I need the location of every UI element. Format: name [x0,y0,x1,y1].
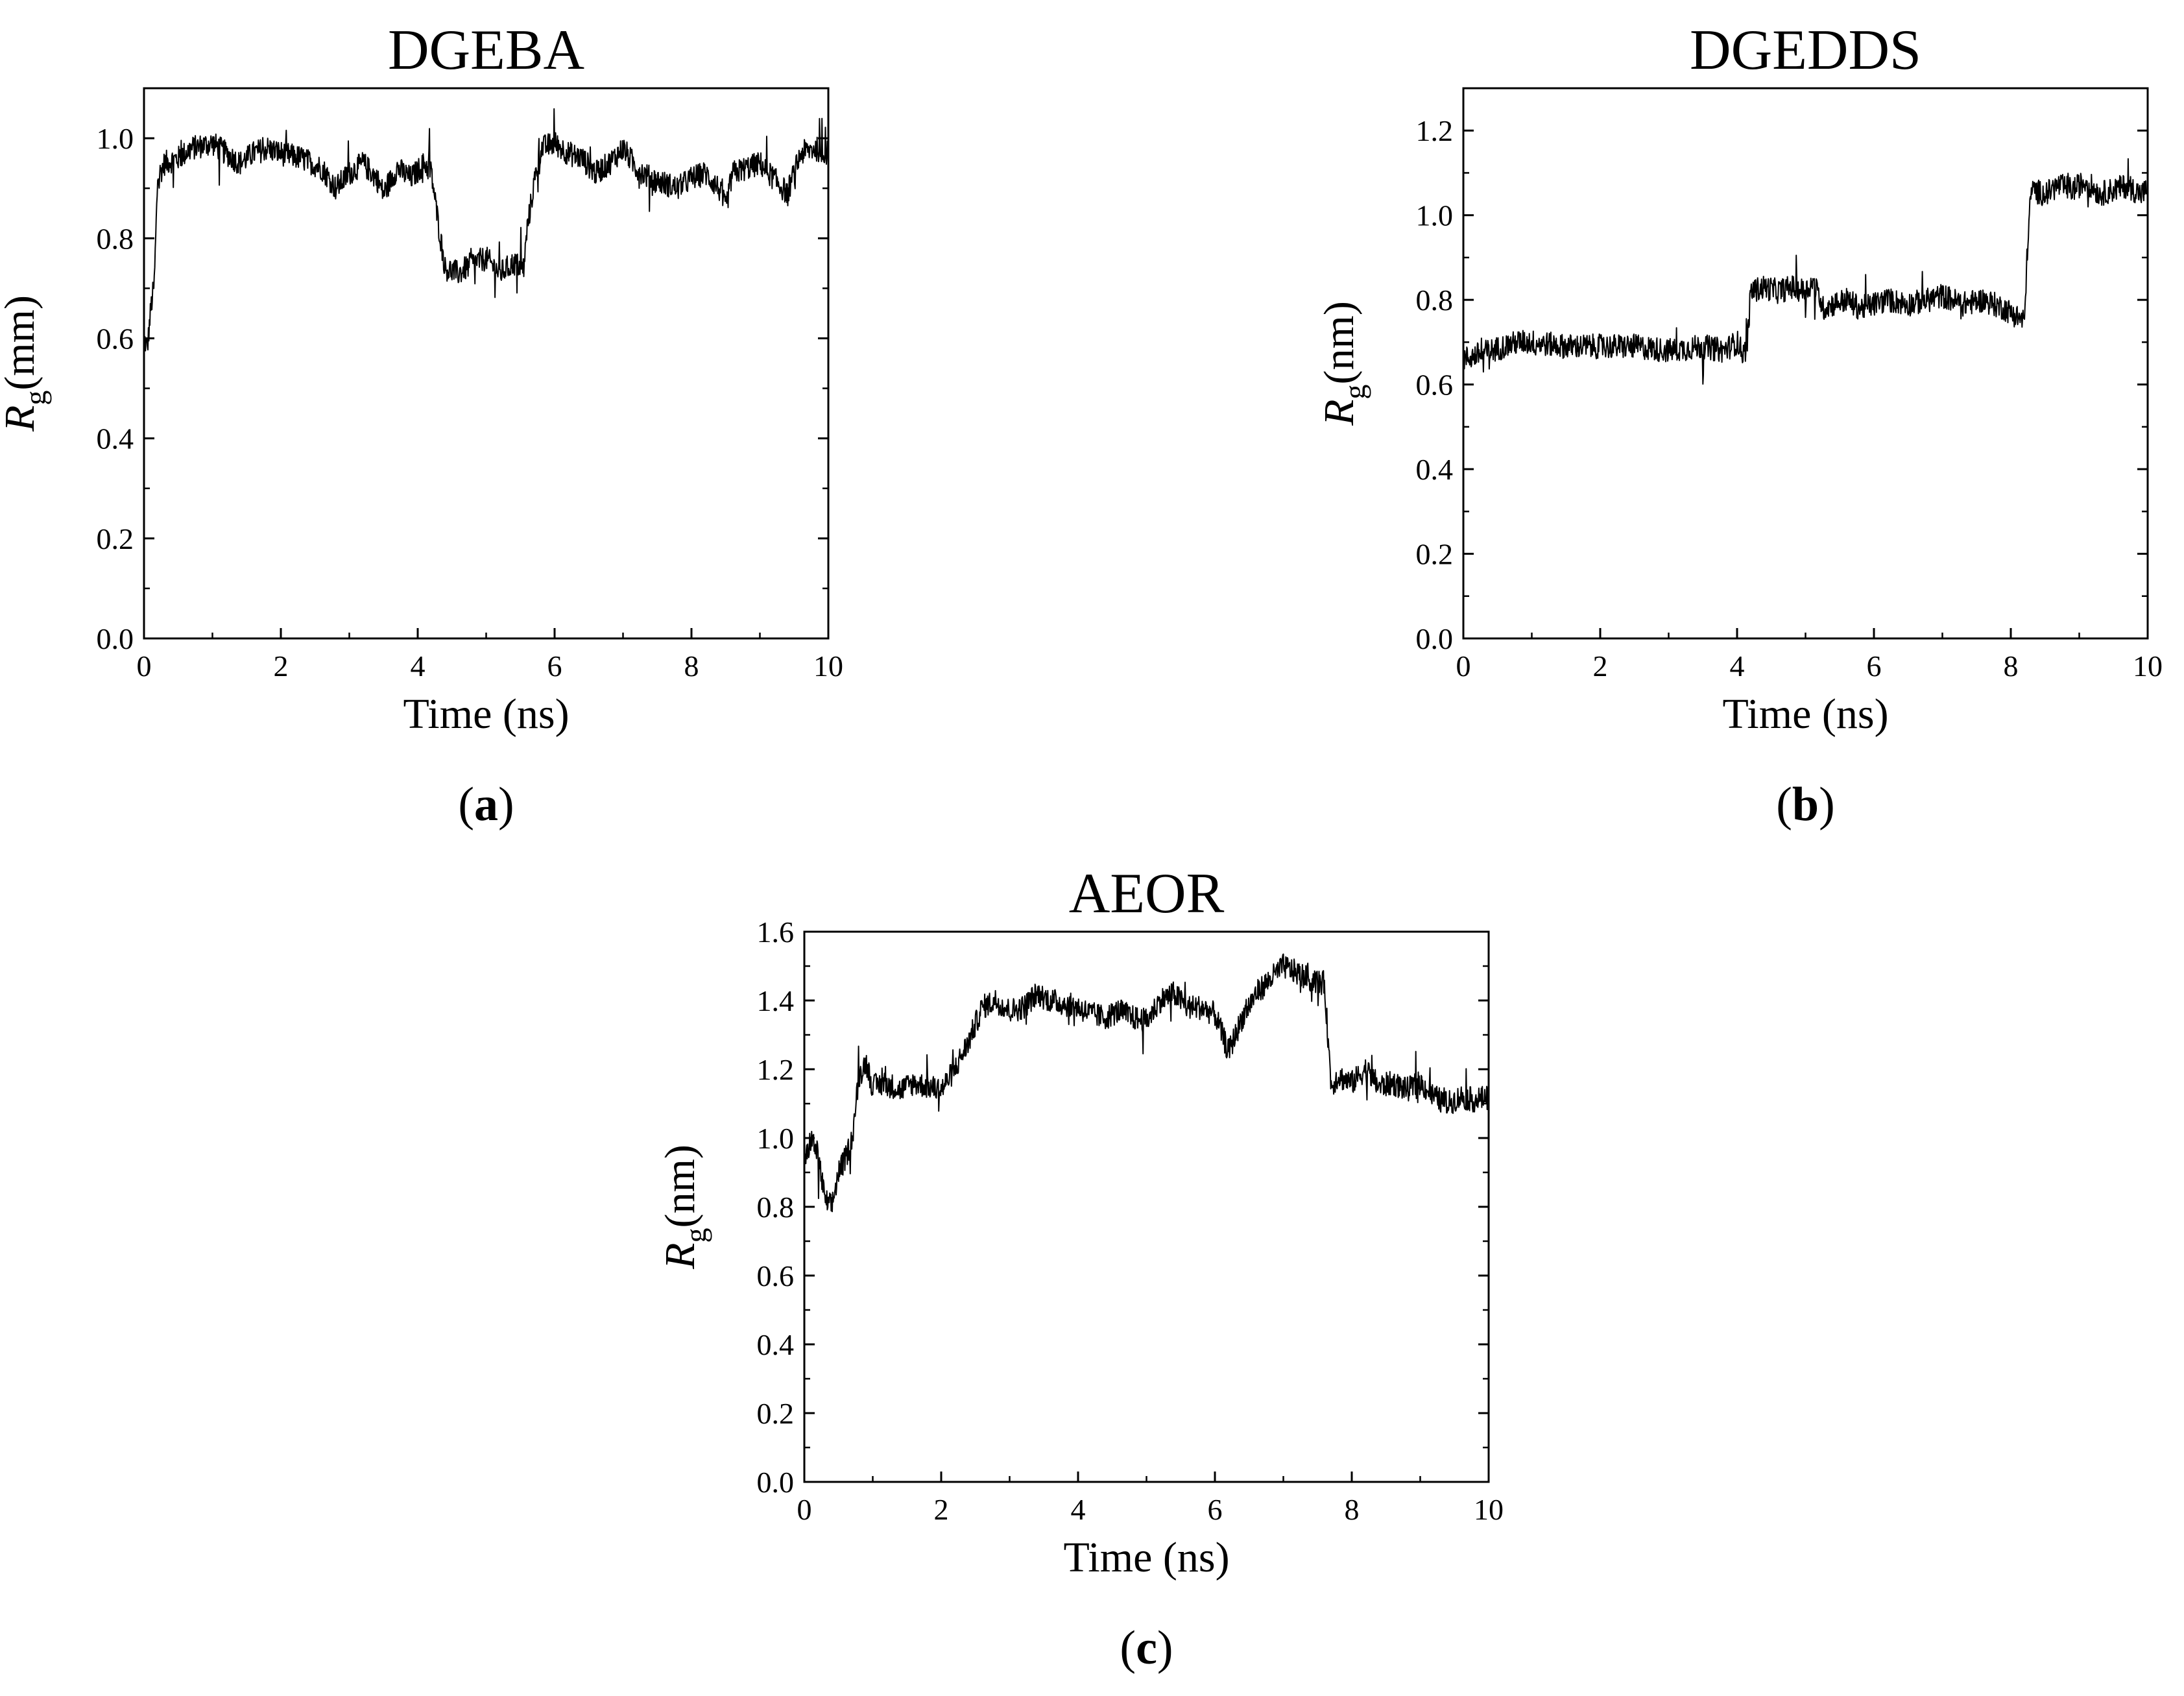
panel-label-open: ( [1120,1621,1136,1675]
x-tick-label: 6 [1208,1493,1223,1526]
x-axis-label: Time (ns) [403,690,569,738]
x-axis-label: Time (ns) [1722,690,1888,738]
y-tick-label: 0.6 [1416,369,1454,402]
y-tick-label: 0.4 [97,422,134,455]
chart-panel-b: DGEDDS 0 2 4 6 8 10 0.0 0.2 0.4 0.6 0.8 1.0 1.2 Time (… [1315,19,2163,831]
panel-label: (a) [458,778,514,831]
y-axis-symbol: R [656,1242,704,1269]
y-tick-label: 1.2 [1416,114,1454,147]
y-axis-symbol: R [0,406,43,432]
x-tick-label: 2 [274,649,289,683]
chart-title: DGEBA [388,19,584,82]
x-tick-label: 0 [137,649,152,683]
y-tick-label: 0.6 [97,322,134,355]
chart-panel-c: AEOR 0 2 4 6 8 10 0.0 0.2 0.4 0.6 0.8 1.0 1.2 1.4 1.6 Ti… [656,862,1504,1675]
plot-frame [143,87,830,640]
y-tick-label: 0.2 [1416,538,1454,571]
y-tick-label: 0.0 [757,1466,795,1499]
x-tick-label: 4 [411,649,426,683]
panel-label-letter: a [474,778,498,831]
y-tick-label: 0.0 [1416,622,1454,655]
panel-label-open: ( [1776,778,1792,831]
x-tick-label: 8 [2004,649,2019,683]
x-axis-label: Time (ns) [1063,1534,1229,1581]
x-tick-label: 6 [1867,649,1882,683]
series-line [804,953,1489,1213]
y-tick-label: 1.0 [97,122,134,155]
x-tick-label: 0 [797,1493,812,1526]
x-tick-label: 2 [934,1493,949,1526]
x-tick-label: 10 [813,649,843,683]
chart-title: DGEDDS [1690,19,1921,82]
y-axis-label: Rg(nm) [1315,301,1371,426]
y-axis-unit: (nm) [1315,301,1363,384]
x-tick-label: 2 [1593,649,1608,683]
panel-label: (b) [1776,778,1834,831]
y-tick-label: 0.4 [757,1328,795,1361]
y-axis-subscript: g [19,391,52,406]
y-axis-unit: (nm) [656,1145,704,1228]
y-tick-label: 0.8 [1416,284,1454,317]
x-tick-label: 4 [1071,1493,1086,1526]
panel-label-open: ( [458,778,474,831]
panel-label-close: ) [1819,778,1835,831]
series-line [1463,158,2148,385]
x-tick-label: 8 [1345,1493,1360,1526]
y-tick-label: 1.0 [757,1122,795,1155]
x-tick-label: 0 [1456,649,1471,683]
chart-panel-a: DGEBA 0 2 4 6 8 10 0.0 0.2 0.4 0.6 0.8 1.0 Time (ns) R… [0,19,843,831]
chart-title: AEOR [1069,862,1225,925]
y-axis-label: Rg(nm) [656,1145,712,1270]
plot-frame [1462,87,2149,640]
x-tick-label: 4 [1730,649,1745,683]
panel-label-letter: c [1136,1621,1157,1675]
panel-label-close: ) [498,778,514,831]
y-tick-label: 0.2 [757,1397,795,1430]
y-tick-label: 1.4 [757,984,795,1017]
y-tick-label: 1.2 [757,1053,795,1086]
x-tick-label: 10 [1474,1493,1504,1526]
x-tick-label: 10 [2133,649,2163,683]
y-tick-label: 0.8 [97,222,134,255]
y-axis-symbol: R [1315,399,1363,426]
series-line [143,108,829,352]
y-tick-label: 1.6 [757,915,795,949]
y-axis-label: Rg(mm) [0,295,52,432]
y-tick-label: 1.0 [1416,199,1454,232]
panel-label: (c) [1120,1621,1173,1675]
y-tick-label: 0.6 [757,1259,795,1292]
y-axis-unit: (mm) [0,295,43,391]
panel-label-letter: b [1792,778,1819,831]
y-tick-label: 0.2 [97,522,134,555]
panel-label-close: ) [1157,1621,1173,1675]
x-tick-label: 6 [547,649,562,683]
y-axis-subscript: g [679,1228,712,1242]
y-tick-label: 0.4 [1416,453,1454,486]
y-axis-subscript: g [1338,384,1371,399]
x-tick-label: 8 [684,649,699,683]
y-tick-label: 0.0 [97,622,134,655]
y-tick-label: 0.8 [757,1191,795,1224]
panels: DGEBA 0 2 4 6 8 10 0.0 0.2 0.4 0.6 0.8 1.0 Time (ns) R… [0,19,2163,1675]
